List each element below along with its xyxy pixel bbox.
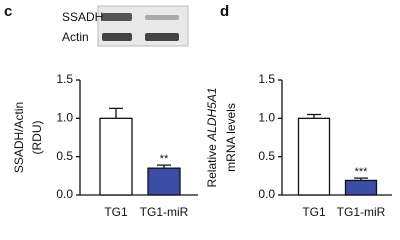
y-tick-label: 1.0	[56, 111, 73, 125]
y-axis-label-part: SSADH/Actin	[12, 102, 26, 173]
blot	[97, 5, 189, 47]
y-axis-label: SSADH/Actin	[12, 102, 26, 173]
error-bar	[109, 107, 123, 119]
x-tick-label: TG1-miR	[337, 205, 386, 219]
panel-label: c	[4, 3, 12, 20]
y-tick-label: 0.5	[258, 149, 275, 163]
blot-label: Actin	[62, 30, 89, 44]
error-bar	[307, 113, 321, 119]
y-axis-label-part: Relative	[205, 141, 219, 188]
blot-band	[145, 33, 179, 41]
blot-band	[102, 33, 132, 41]
y-axis-label-part: (RDU)	[30, 121, 44, 155]
significance-label: **	[160, 153, 169, 165]
y-tick-label: 0.5	[56, 149, 73, 163]
y-axis-label: Relative ALDH5A1	[205, 87, 219, 187]
blot-band	[102, 13, 132, 21]
x-tick-label: TG1	[302, 205, 326, 219]
y-tick-label: 1.5	[258, 72, 275, 86]
blot-label: SSADH	[62, 10, 103, 24]
y-axis-label-part: mRNA levels	[224, 103, 238, 172]
x-tick-label: TG1	[104, 205, 128, 219]
error-bar	[354, 177, 368, 181]
error-bar	[157, 164, 171, 169]
figure: c SSADH Actin SSADH/Actin (RDU) 0.0 0.5 1.0 1.5 T…	[4, 3, 392, 219]
blot-band	[145, 15, 179, 20]
panel-label: d	[220, 3, 229, 20]
bar	[297, 117, 331, 196]
y-tick-label: 0.0	[258, 187, 275, 201]
y-tick-label: 1.0	[258, 111, 275, 125]
bar	[344, 179, 378, 196]
x-tick-label: TG1-miR	[140, 205, 189, 219]
y-axis-label: mRNA levels	[224, 103, 238, 172]
y-tick-label: 1.5	[56, 72, 73, 86]
y-axis-label-part: ALDH5A1	[205, 87, 219, 141]
bar	[99, 117, 133, 196]
bar	[147, 167, 181, 196]
y-tick-label: 0.0	[56, 187, 73, 201]
significance-label: ***	[355, 166, 369, 178]
y-axis-label: (RDU)	[30, 121, 44, 155]
